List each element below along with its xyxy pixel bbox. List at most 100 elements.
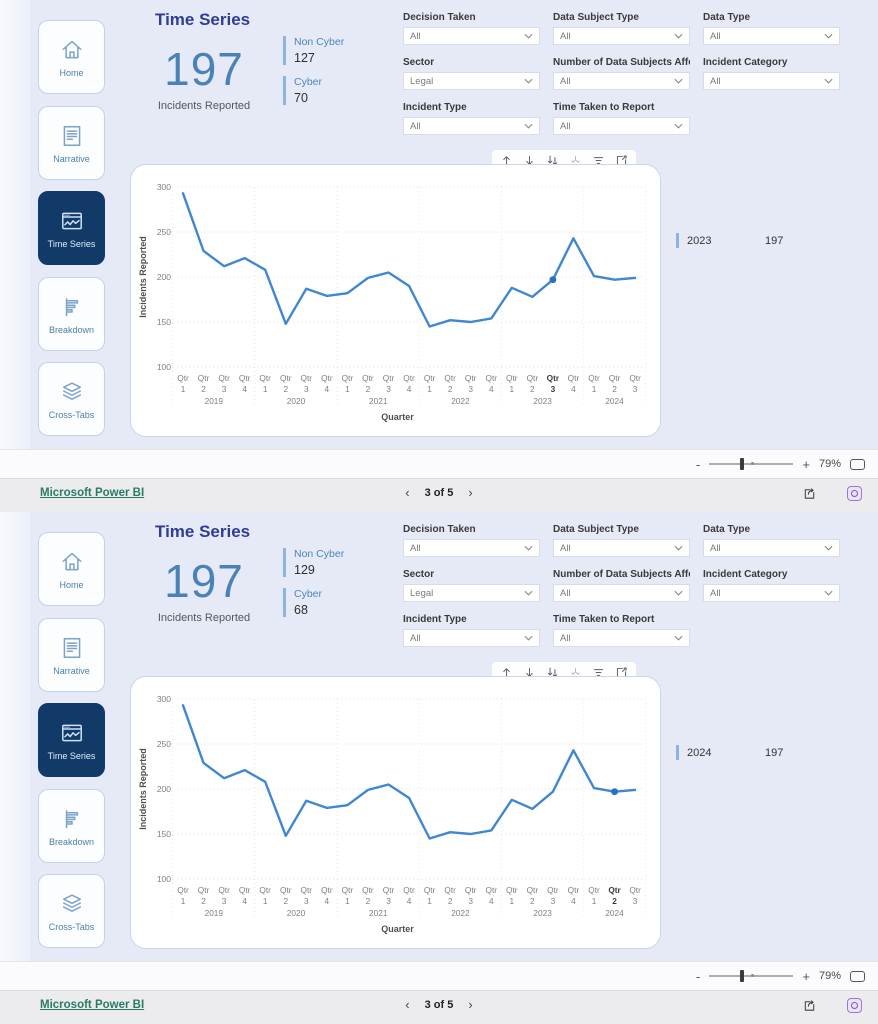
- drill-up-icon[interactable]: [500, 154, 513, 167]
- sidebar-item-narrative[interactable]: Narrative: [38, 618, 105, 692]
- svg-text:3: 3: [468, 896, 473, 906]
- svg-text:Qtr: Qtr: [301, 373, 313, 383]
- chevron-down-icon: [674, 123, 683, 129]
- svg-text:3: 3: [551, 896, 556, 906]
- filter-number-of-data-subjects-affe-dropdown[interactable]: All: [553, 584, 690, 602]
- filter-incident-category-dropdown[interactable]: All: [703, 72, 840, 90]
- filter-label: Incident Category: [703, 57, 788, 68]
- go-to-next-level-icon[interactable]: [569, 666, 582, 679]
- svg-text:Incidents Reported: Incidents Reported: [138, 748, 148, 830]
- svg-text:2021: 2021: [369, 396, 388, 406]
- filter-label: Data Subject Type: [553, 524, 639, 535]
- sidebar-item-breakdown[interactable]: Breakdown: [38, 277, 105, 351]
- line-chart-card[interactable]: 100 150 200 250 300 Qtr 1 Qtr 2 Qtr 3 Qtr 4 Qtr 1 Qtr 2 Q…: [130, 676, 661, 949]
- prev-page-button[interactable]: ‹: [405, 997, 410, 1012]
- filter-incident-type-dropdown[interactable]: All: [403, 117, 540, 135]
- fit-to-page-icon[interactable]: [850, 970, 865, 982]
- chevron-down-icon: [524, 78, 533, 84]
- svg-text:2024: 2024: [605, 908, 624, 918]
- svg-text:1: 1: [181, 896, 186, 906]
- drill-down-icon[interactable]: [523, 154, 536, 167]
- go-to-next-level-icon[interactable]: [569, 154, 582, 167]
- svg-text:2022: 2022: [451, 908, 470, 918]
- svg-text:2: 2: [201, 384, 206, 394]
- next-page-button[interactable]: ›: [468, 997, 473, 1012]
- svg-text:Qtr: Qtr: [198, 373, 210, 383]
- powerbi-badge-dot: [851, 490, 858, 497]
- zoom-slider-handle[interactable]: [739, 458, 744, 470]
- svg-text:3: 3: [468, 384, 473, 394]
- fit-to-page-icon[interactable]: [850, 458, 865, 470]
- sidebar-item-home[interactable]: Home: [38, 20, 105, 94]
- cyber-value: 70: [294, 91, 308, 105]
- dropdown-value: All: [560, 75, 571, 87]
- filter-sector-dropdown[interactable]: Legal: [403, 72, 540, 90]
- share-icon[interactable]: [802, 998, 817, 1013]
- svg-text:200: 200: [157, 272, 171, 282]
- svg-text:Qtr: Qtr: [301, 885, 313, 895]
- filter-number-of-data-subjects-affe-dropdown[interactable]: All: [553, 72, 690, 90]
- sidebar-item-time-series[interactable]: Time Series: [38, 703, 105, 777]
- zoom-out-button[interactable]: -: [696, 968, 701, 984]
- powerbi-badge-icon[interactable]: [847, 486, 862, 501]
- svg-text:2: 2: [448, 896, 453, 906]
- filter-label: Incident Type: [403, 102, 467, 113]
- svg-text:Qtr: Qtr: [588, 885, 600, 895]
- filter-data-type-dropdown[interactable]: All: [703, 27, 840, 45]
- microsoft-powerbi-link[interactable]: Microsoft Power BI: [40, 487, 145, 499]
- zoom-out-button[interactable]: -: [696, 456, 701, 472]
- svg-text:1: 1: [345, 384, 350, 394]
- cyber-stat: Cyber 68: [283, 588, 344, 617]
- sidebar-item-time-series[interactable]: Time Series: [38, 191, 105, 265]
- filter-incident-type-dropdown[interactable]: All: [403, 629, 540, 647]
- filter-decision-taken-dropdown[interactable]: All: [403, 539, 540, 557]
- sidebar-item-breakdown[interactable]: Breakdown: [38, 789, 105, 863]
- next-page-button[interactable]: ›: [468, 485, 473, 500]
- svg-text:Qtr: Qtr: [342, 885, 354, 895]
- zoom-in-button[interactable]: +: [802, 456, 810, 472]
- prev-page-button[interactable]: ‹: [405, 485, 410, 500]
- noncyber-stat: Non Cyber 129: [283, 548, 344, 577]
- svg-text:1: 1: [427, 384, 432, 394]
- sidebar-item-cross-tabs[interactable]: Cross-Tabs: [38, 362, 105, 436]
- narrative-icon: [59, 123, 85, 149]
- svg-text:Qtr: Qtr: [239, 885, 251, 895]
- filter-icon[interactable]: [592, 154, 605, 167]
- sidebar-item-narrative[interactable]: Narrative: [38, 106, 105, 180]
- drill-down-icon[interactable]: [523, 666, 536, 679]
- zoom-slider[interactable]: [709, 458, 794, 470]
- home-icon: [59, 37, 85, 63]
- powerbi-badge-icon[interactable]: [847, 998, 862, 1013]
- dropdown-value: All: [410, 120, 421, 132]
- svg-text:Qtr: Qtr: [362, 373, 374, 383]
- zoom-slider-handle[interactable]: [739, 970, 744, 982]
- filter-sector-dropdown[interactable]: Legal: [403, 584, 540, 602]
- svg-text:100: 100: [157, 874, 171, 884]
- svg-text:2021: 2021: [369, 908, 388, 918]
- kpi-breakdown: Non Cyber 127 Cyber 70: [283, 36, 344, 105]
- sidebar-item-cross-tabs[interactable]: Cross-Tabs: [38, 874, 105, 948]
- dropdown-value: Legal: [410, 587, 434, 599]
- microsoft-powerbi-link[interactable]: Microsoft Power BI: [40, 999, 145, 1011]
- zoom-in-button[interactable]: +: [802, 968, 810, 984]
- drill-up-icon[interactable]: [500, 666, 513, 679]
- chevron-down-icon: [674, 590, 683, 596]
- zoom-slider[interactable]: [709, 970, 794, 982]
- noncyber-stat: Non Cyber 127: [283, 36, 344, 65]
- filter-decision-taken-dropdown[interactable]: All: [403, 27, 540, 45]
- kpi-incidents-value: 197: [164, 43, 244, 95]
- svg-text:Qtr: Qtr: [527, 885, 539, 895]
- line-chart-card[interactable]: 100 150 200 250 300 Qtr 1 Qtr 2 Qtr 3 Qtr 4 Qtr 1 Qtr 2 Q…: [130, 164, 661, 437]
- filter-data-subject-type-dropdown[interactable]: All: [553, 27, 690, 45]
- dropdown-value: All: [710, 30, 721, 42]
- sidebar-item-home[interactable]: Home: [38, 532, 105, 606]
- svg-text:250: 250: [157, 739, 171, 749]
- filter-incident-category-dropdown[interactable]: All: [703, 584, 840, 602]
- filter-time-taken-to-report-dropdown[interactable]: All: [553, 629, 690, 647]
- share-icon[interactable]: [802, 486, 817, 501]
- filter-icon[interactable]: [592, 666, 605, 679]
- filter-data-subject-type-dropdown[interactable]: All: [553, 539, 690, 557]
- filter-data-type-dropdown[interactable]: All: [703, 539, 840, 557]
- filter-time-taken-to-report-dropdown[interactable]: All: [553, 117, 690, 135]
- svg-text:Qtr: Qtr: [177, 885, 189, 895]
